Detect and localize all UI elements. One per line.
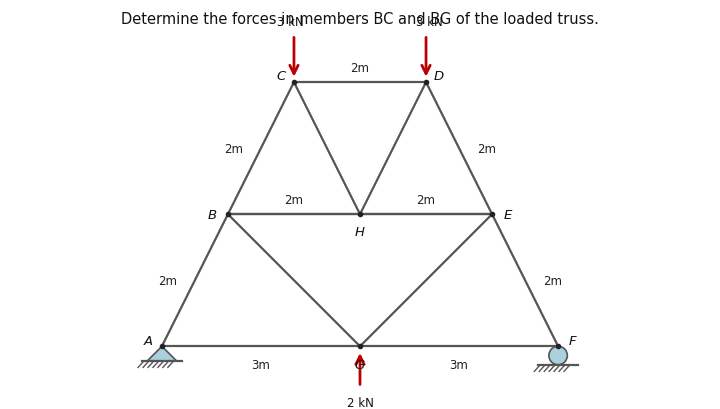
Text: 2m: 2m bbox=[417, 194, 436, 207]
Text: E: E bbox=[504, 208, 512, 221]
Text: 3m: 3m bbox=[251, 358, 271, 371]
Text: B: B bbox=[207, 208, 217, 221]
Text: G: G bbox=[355, 358, 365, 371]
Polygon shape bbox=[148, 346, 176, 361]
Circle shape bbox=[549, 346, 567, 365]
Text: 3 kN: 3 kN bbox=[277, 16, 304, 29]
Text: 2m: 2m bbox=[477, 142, 496, 155]
Text: 3 kN: 3 kN bbox=[416, 16, 443, 29]
Text: 2m: 2m bbox=[544, 274, 562, 287]
Text: D: D bbox=[434, 70, 444, 83]
Text: C: C bbox=[276, 70, 285, 83]
Text: 2 kN: 2 kN bbox=[346, 396, 374, 409]
Text: 2m: 2m bbox=[224, 142, 243, 155]
Text: 2m: 2m bbox=[158, 274, 176, 287]
Text: A: A bbox=[144, 335, 153, 348]
Text: F: F bbox=[569, 335, 577, 348]
Text: 2m: 2m bbox=[351, 62, 369, 75]
Text: Determine the forces in members BC and BG of the loaded truss.: Determine the forces in members BC and B… bbox=[121, 12, 599, 27]
Text: 3m: 3m bbox=[449, 358, 469, 371]
Text: H: H bbox=[355, 225, 365, 238]
Text: 2m: 2m bbox=[284, 194, 303, 207]
